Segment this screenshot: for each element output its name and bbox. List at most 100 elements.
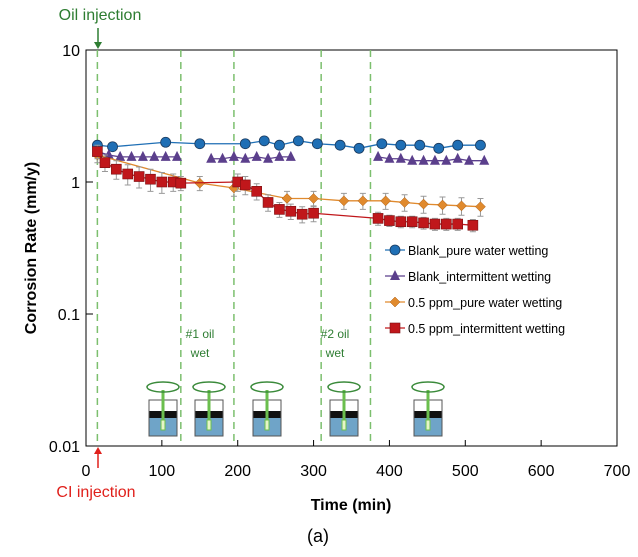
data-point [251,150,262,161]
data-point [240,152,251,163]
data-point [206,152,217,163]
legend-marker [390,270,400,280]
data-point [126,150,137,161]
data-point [228,150,239,161]
data-point [285,205,297,217]
y-tick-label: 0.01 [49,439,80,456]
data-point [395,216,407,228]
data-point [475,201,486,213]
oil-injection-label: Oil injection [59,7,142,24]
beaker-icon [411,381,445,437]
data-point [429,218,441,230]
data-point [103,149,114,160]
data-point [395,152,406,163]
data-point [145,173,156,185]
data-point [433,142,445,154]
legend-marker [389,322,401,334]
data-point [296,208,308,220]
data-point [285,150,296,161]
data-point [406,216,418,228]
data-point [274,139,285,151]
beaker-probe [264,419,270,431]
data-point [418,198,429,210]
plot-frame [85,49,618,447]
x-tick-label: 400 [376,463,403,480]
data-point [92,146,103,157]
data-point [373,150,384,161]
data-point [464,154,475,165]
data-point [111,163,122,175]
data-point [441,154,452,165]
data-point [175,177,187,189]
x-tick-label: 700 [604,463,631,480]
beaker-stirrer [411,381,445,393]
data-point [437,199,448,211]
data-point [99,157,111,169]
beaker-icon [327,381,361,437]
data-point [172,150,183,161]
data-point [251,186,262,197]
data-point [122,168,134,180]
beaker-probe [425,419,431,431]
data-point [258,135,270,147]
y-tick-label: 0.1 [58,307,80,324]
beaker-probe [206,419,212,431]
x-tick-label: 100 [149,463,176,480]
data-point [395,139,407,151]
oil-wet-label: wet [325,346,345,360]
beaker-stirrer [192,381,226,393]
data-point [384,152,395,163]
series-line [96,151,473,226]
y-tick-label: 10 [62,43,80,60]
caption: (a) [307,526,329,546]
data-point [380,195,391,207]
data-point [475,139,486,151]
x-tick-label: 200 [224,463,251,480]
beaker-stirrer [327,381,361,393]
y-tick-label: 1 [71,175,80,192]
oil-wet-label: #1 oil [186,327,215,341]
data-point [418,217,429,229]
data-point [353,142,365,154]
data-point [133,171,145,182]
data-point [334,139,346,151]
data-point [160,150,171,161]
data-point [115,150,126,161]
data-point [441,218,452,230]
data-point [194,138,206,150]
ci-injection-label: CI injection [56,484,135,501]
data-point [429,154,440,165]
data-point [357,195,369,207]
legend-marker [389,244,401,256]
x-axis-title: Time (min) [311,497,392,514]
data-point [452,218,464,230]
data-point [414,139,426,151]
x-tick-label: 0 [82,463,91,480]
data-point [308,193,319,204]
data-point [274,204,285,215]
data-point [467,219,479,231]
data-point [418,154,429,165]
data-point [217,152,228,163]
x-tick-label: 600 [528,463,555,480]
oil-wet-label: #2 oil [321,327,350,341]
legend-label: 0.5 ppm_intermittent wetting [408,322,565,336]
data-point [384,215,395,226]
data-point [456,200,467,212]
legend-marker [389,296,401,308]
x-tick-label: 500 [452,463,479,480]
y-axis-title: Corrosion Rate (mm/y) [23,162,40,334]
data-point [137,150,148,161]
data-point [311,138,323,150]
data-point [399,197,410,208]
data-point [376,138,388,150]
legend-label: 0.5 ppm_pure water wetting [408,296,562,310]
data-point [452,152,463,163]
data-point [407,154,418,165]
x-tick-label: 300 [300,463,327,480]
data-point [274,150,285,161]
ci-arrow [94,447,102,468]
data-point [262,197,274,208]
data-point [452,139,464,151]
